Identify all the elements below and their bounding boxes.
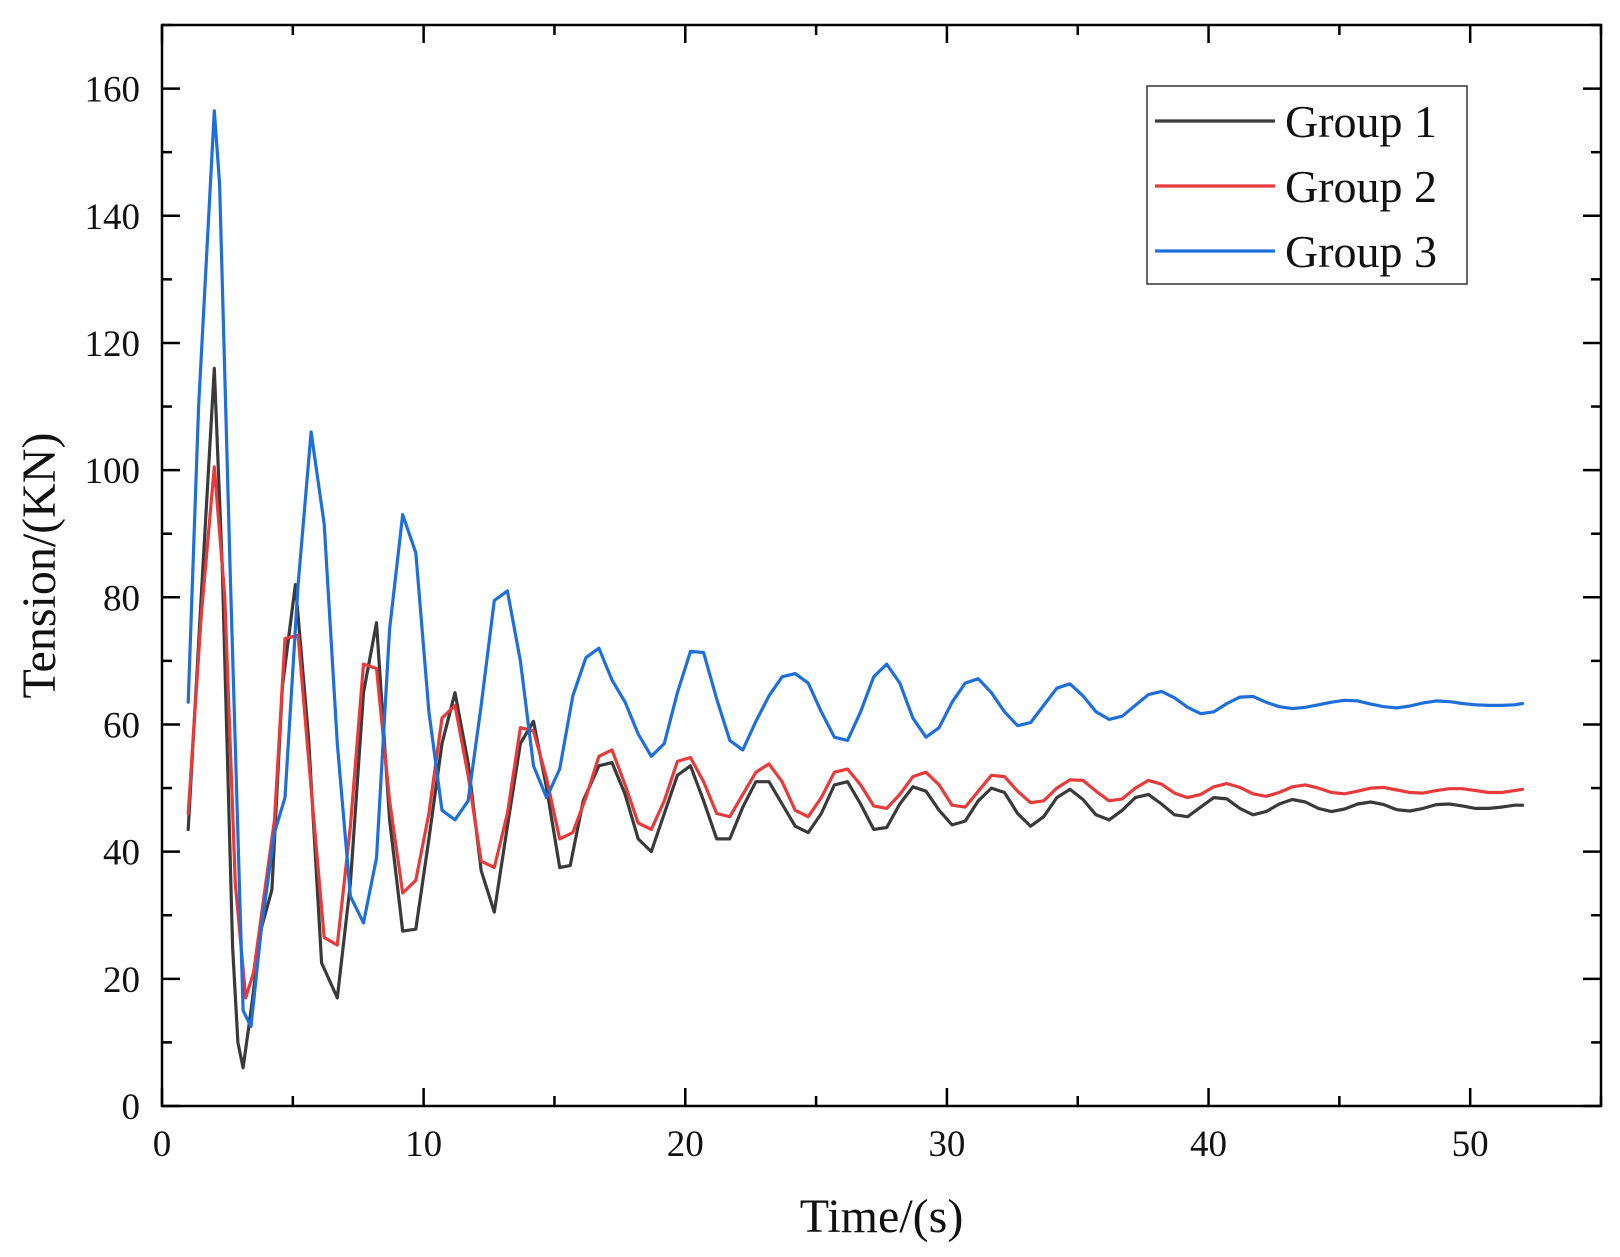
x-tick-label: 50 — [1452, 1124, 1489, 1165]
y-tick-label: 0 — [122, 1087, 141, 1128]
legend-label-group-3: Group 3 — [1285, 226, 1437, 277]
y-tick-label: 60 — [103, 705, 140, 746]
y-tick-label: 100 — [85, 451, 141, 492]
x-tick-label: 40 — [1190, 1124, 1227, 1165]
legend-label-group-2: Group 2 — [1285, 161, 1437, 212]
y-axis-title: Tension/(KN) — [13, 433, 66, 699]
series-line-group-3 — [186, 109, 1525, 1029]
y-tick-label: 20 — [103, 960, 140, 1001]
x-axis-title: Time/(s) — [800, 1190, 964, 1243]
plot-frame — [160, 23, 1603, 1108]
x-tick-label: 30 — [928, 1124, 965, 1165]
x-tick-label: 20 — [667, 1124, 704, 1165]
legend: Group 1 Group 2 Group 3 — [1146, 85, 1468, 285]
axes-layer: 0 10 20 30 40 50 0 20 40 60 80 100 120 140 160 Time/(s)… — [13, 23, 1603, 1243]
x-tick-label: 10 — [405, 1124, 442, 1165]
y-tick-label: 160 — [85, 70, 141, 111]
series-layer — [186, 109, 1525, 1070]
y-tick-label: 80 — [103, 578, 140, 619]
y-tick-label: 140 — [85, 197, 141, 238]
y-tick-label: 40 — [103, 833, 140, 874]
legend-label-group-1: Group 1 — [1285, 96, 1437, 147]
x-tick-label: 0 — [153, 1124, 172, 1165]
series-line-group-2 — [186, 465, 1525, 1000]
y-tick-label: 120 — [85, 324, 141, 365]
